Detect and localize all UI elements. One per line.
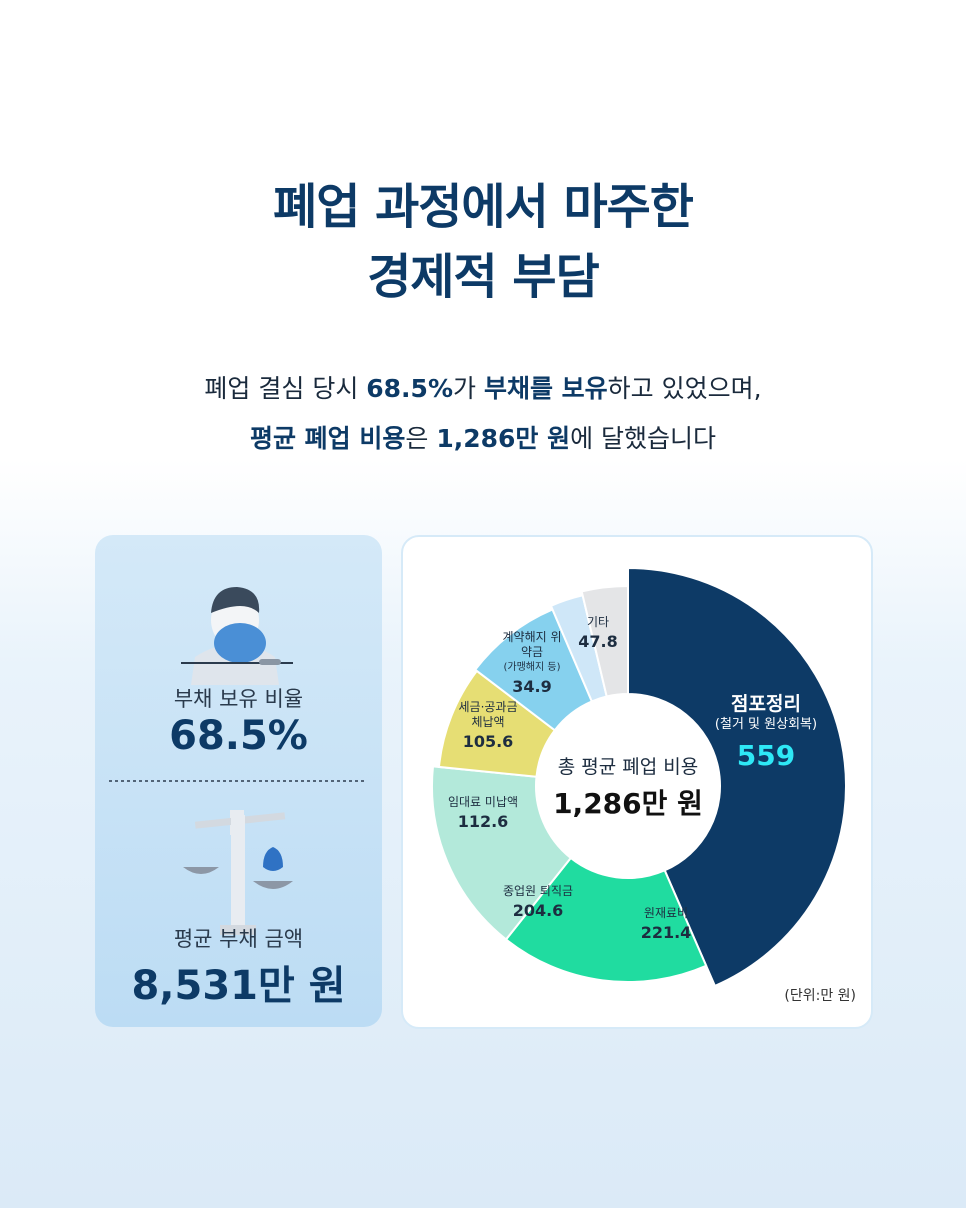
- segment-label: 세금·공과금 체납액 105.6: [453, 700, 523, 754]
- value-label: 47.8: [578, 632, 618, 651]
- value-label: 221.4: [640, 923, 692, 942]
- category-name: 임대료 미납액: [447, 795, 519, 809]
- segment-label: 임대료 미납액 112.6: [448, 795, 518, 834]
- subtitle-line: 평균 폐업 비용은 1,286만 원에 달했습니다: [0, 414, 966, 464]
- category-note: (가맹해지 등): [503, 662, 561, 673]
- value-label: 559: [736, 739, 796, 772]
- debt-ratio: 68.5%: [169, 713, 308, 759]
- scale-illustration: [183, 815, 293, 935]
- segment-label: 계약해지 위약금 (가맹해지 등) 34.9: [497, 630, 567, 699]
- segment-label: 기타 47.8: [578, 615, 617, 654]
- category-name: 기타: [586, 615, 610, 629]
- donut-slice: [431, 765, 573, 941]
- value-label: 204.6: [512, 901, 564, 920]
- category-name: 계약해지 위약금: [502, 630, 562, 659]
- center-label: 총 평균 폐업 비용: [557, 756, 699, 778]
- donut-slice: [504, 856, 708, 983]
- donut-hole: [537, 695, 719, 877]
- subtitle-run: 1,286만 원: [436, 424, 571, 453]
- avg-debt-label: 평균 부채 금액: [173, 927, 304, 951]
- category-name: 점포정리: [731, 693, 801, 715]
- category-name: 세금·공과금 체납액: [458, 700, 518, 729]
- category-note: (철거 및 원상회복): [714, 717, 818, 732]
- donut-slice: [627, 566, 847, 988]
- subtitle-run: 부채를 보유: [483, 374, 608, 403]
- subtitle-run: 에 달했습니다: [570, 424, 717, 453]
- subtitle-line: 폐업 결심 당시 68.5%가 부채를 보유하고 있었으며,: [0, 364, 966, 414]
- debt-ratio-label: 부채 보유 비율: [173, 687, 304, 711]
- subtitle-run: 가: [453, 374, 484, 403]
- center-value: 1,286만 원: [553, 787, 703, 820]
- subtitle-run: 평균 폐업 비용: [249, 424, 406, 453]
- subtitle-run: 폐업 결심 당시: [204, 374, 367, 403]
- title: 폐업 과정에서 마주한 경제적 부담: [0, 172, 966, 312]
- avg-debt: 8,531만 원: [131, 963, 346, 1009]
- debt-panel: 부채 보유 비율 68.5% 평균 부채 금액 8,531만 원: [95, 535, 382, 1027]
- subtitle-run: 은: [405, 424, 437, 453]
- donut-slice: [580, 584, 629, 698]
- value-label: 34.9: [512, 677, 552, 696]
- subtitle: 폐업 결심 당시 68.5%가 부채를 보유하고 있었으며, 평균 폐업 비용은 …: [0, 364, 966, 464]
- segment-label: 원재료비 221.4: [641, 906, 692, 945]
- category-name: 원재료비: [643, 906, 689, 920]
- category-name: 종업원 퇴직금: [502, 884, 574, 898]
- worried-person-icon: [181, 587, 293, 685]
- value-label: 105.6: [462, 732, 514, 751]
- subtitle-run: 68.5%: [366, 374, 453, 403]
- title-line: 경제적 부담: [367, 249, 600, 305]
- title-line: 폐업 과정에서 마주한: [273, 179, 694, 235]
- value-label: 112.6: [457, 812, 509, 831]
- segment-label: 점포정리 (철거 및 원상회복) 559: [715, 692, 817, 778]
- segment-label: 종업원 퇴직금 204.6: [503, 884, 573, 923]
- subtitle-run: 하고 있었으며,: [607, 374, 762, 403]
- unit: (단위:만 원): [784, 988, 856, 1004]
